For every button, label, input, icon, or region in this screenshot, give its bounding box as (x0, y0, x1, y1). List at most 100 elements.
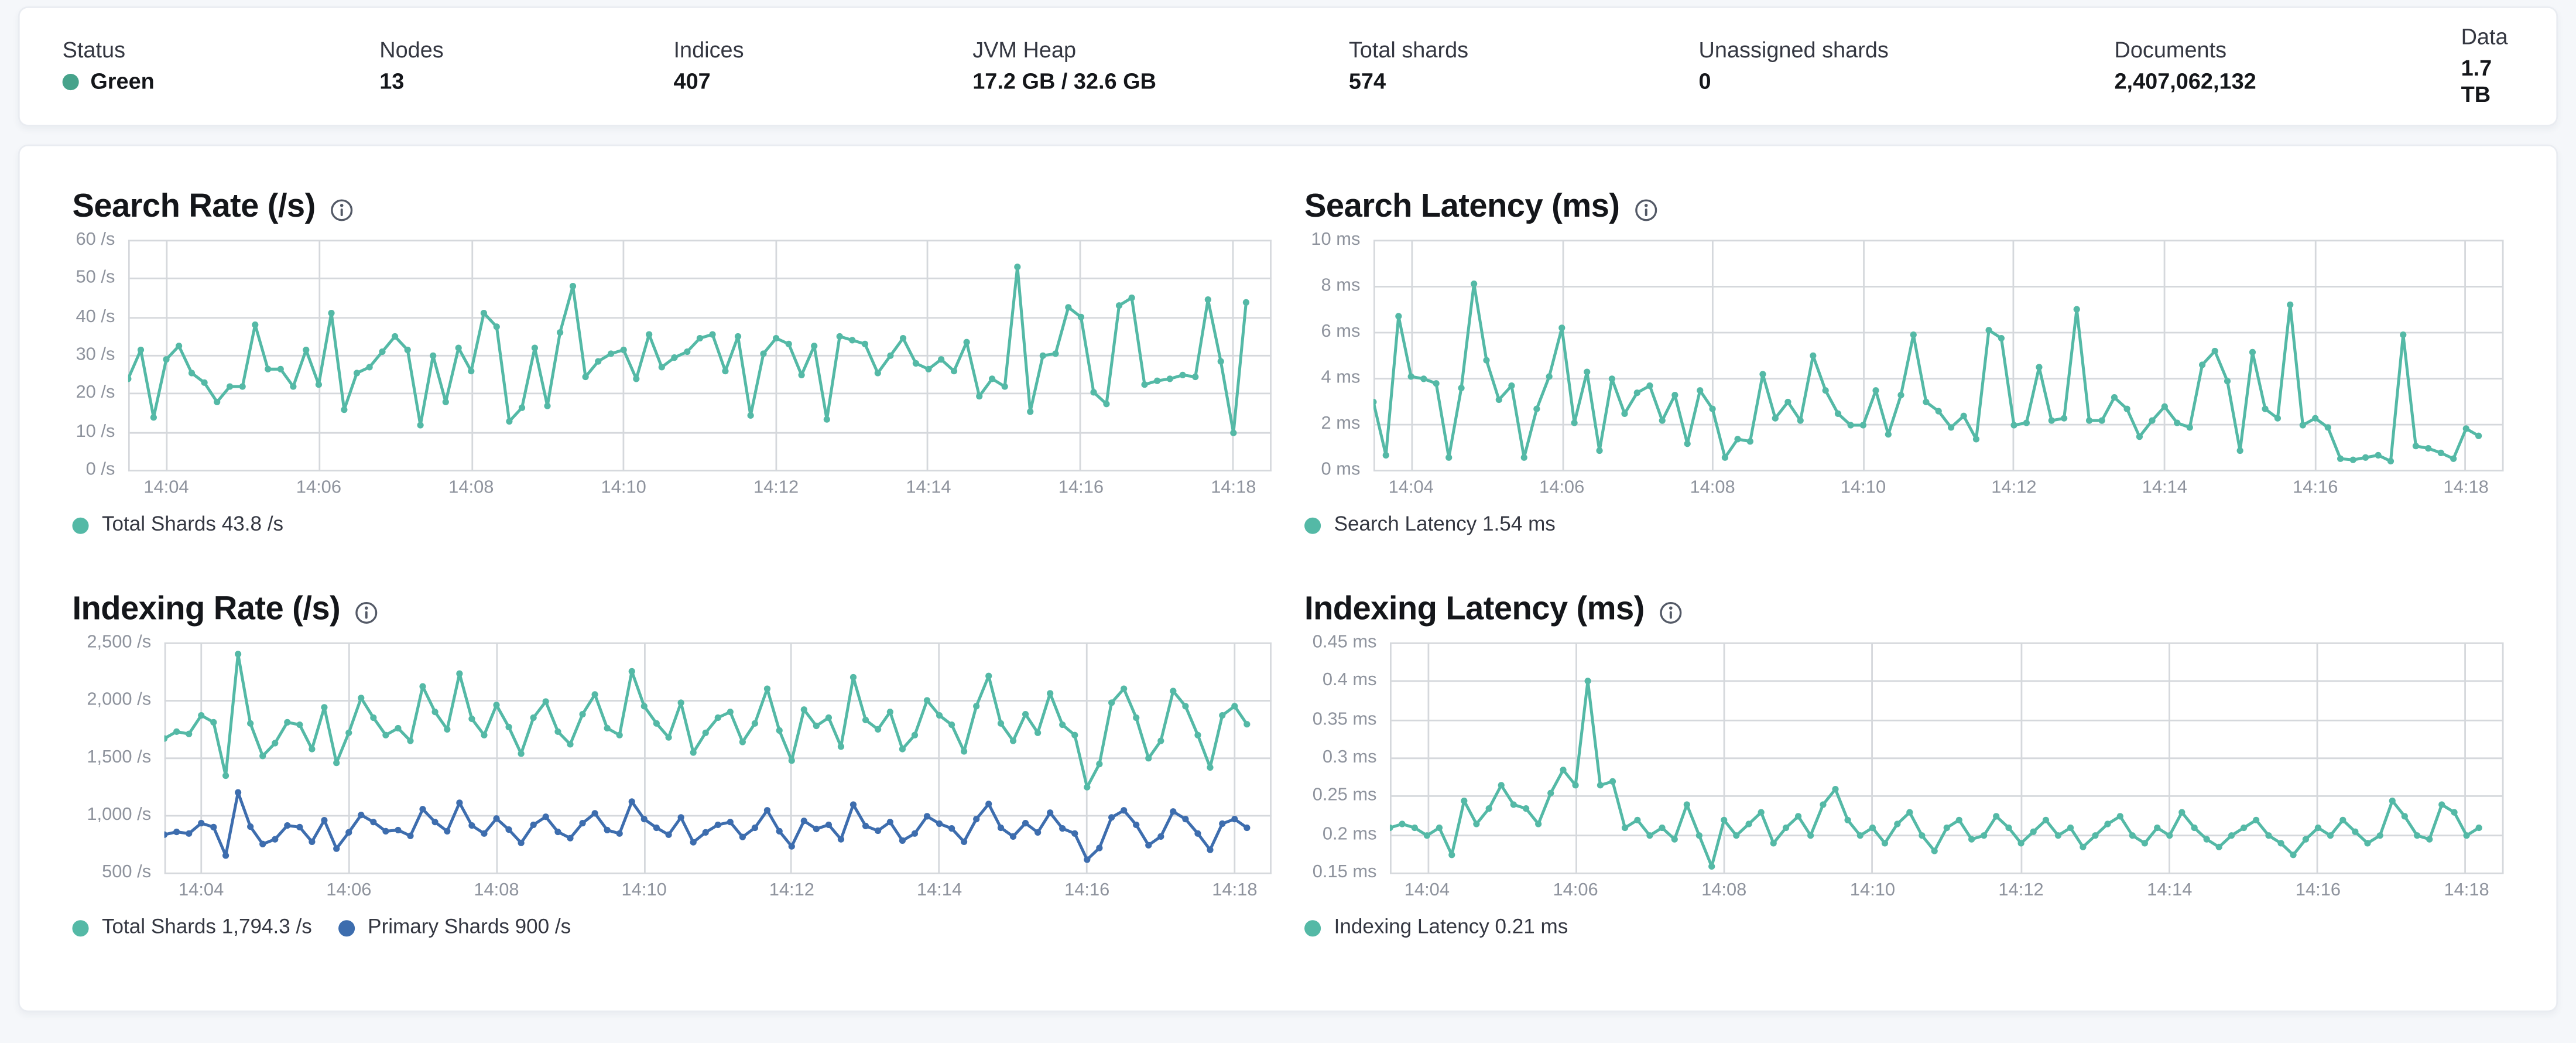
page: Status Green Nodes 13 Indices 407 JVM He… (0, 6, 2576, 1043)
stat-jvm-heap-value: 17.2 GB / 32.6 GB (972, 69, 1156, 94)
x-tick-label: 14:14 (916, 880, 962, 901)
x-tick-label: 14:18 (2444, 880, 2489, 901)
x-tick-label: 14:10 (1840, 478, 1886, 498)
stat-nodes-value: 13 (379, 69, 405, 94)
x-tick-label: 14:08 (1701, 880, 1747, 901)
stat-unassigned-shards: Unassigned shards 0 (1699, 37, 2115, 95)
x-tick-label: 14:16 (2293, 478, 2338, 498)
x-tick-label: 14:04 (143, 478, 189, 498)
y-tick-label: 2,000 /s (87, 689, 152, 709)
info-icon[interactable] (355, 600, 378, 623)
y-tick-label: 8 ms (1321, 275, 1361, 295)
search-rate-title: Search Rate (/s) (72, 189, 316, 225)
x-tick-label: 14:04 (178, 880, 224, 901)
x-tick-label: 14:04 (1404, 880, 1450, 901)
search-latency-plot-area[interactable] (1373, 240, 2504, 472)
x-tick-label: 14:04 (1388, 478, 1434, 498)
x-tick-label: 14:08 (474, 880, 519, 901)
legend-item-search-latency[interactable]: Search Latency 1.54 ms (1304, 514, 1556, 535)
legend-dot (1304, 517, 1321, 534)
y-tick-label: 0 ms (1321, 459, 1361, 479)
x-tick-label: 14:14 (906, 478, 951, 498)
stat-documents-value: 2,407,062,132 (2114, 69, 2256, 94)
x-tick-label: 14:10 (1849, 880, 1896, 901)
y-tick-label: 50 /s (76, 266, 115, 287)
y-tick-label: 10 ms (1311, 229, 1361, 249)
legend-dot (338, 919, 355, 936)
stat-total-shards-value: 574 (1348, 69, 1386, 94)
legend-label: Search Latency 1.54 ms (1334, 512, 1556, 536)
stat-total-shards-label: Total shards (1348, 37, 1469, 63)
y-axis: 2,500 /s 2,000 /s 1,500 /s 1,000 /s 500 /s (72, 632, 164, 902)
stat-status-value: Green (90, 69, 155, 94)
stat-data-label: Data (2461, 24, 2508, 49)
y-tick-label: 0.15 ms (1312, 861, 1377, 882)
y-tick-label: 0.4 ms (1322, 669, 1377, 689)
x-axis: 14:04 14:06 14:08 14:10 14:12 14:14 14:16 14:18 (165, 874, 1272, 902)
search-latency-title: Search Latency (ms) (1304, 189, 1620, 225)
y-axis: 10 ms 8 ms 6 ms 4 ms 2 ms 0 ms (1304, 229, 1373, 499)
stat-nodes: Nodes 13 (379, 37, 673, 95)
x-tick-label: 14:12 (769, 880, 814, 901)
y-tick-label: 0.25 ms (1312, 784, 1377, 805)
stat-data: Data 1.7 TB (2461, 25, 2514, 108)
search-rate-plot-area[interactable] (128, 240, 1272, 472)
x-tick-label: 14:16 (1064, 880, 1110, 901)
y-tick-label: 60 /s (76, 229, 115, 249)
search-latency-chart: Search Latency (ms) 10 ms 8 ms 6 ms 4 ms 2 m… (1304, 189, 2504, 535)
stat-indices: Indices 407 (674, 37, 973, 95)
stat-unassigned-shards-value: 0 (1698, 69, 1711, 94)
indexing-latency-plot-area[interactable] (1389, 642, 2504, 874)
x-tick-label: 14:16 (1058, 478, 1104, 498)
stat-status-label: Status (62, 37, 126, 63)
stat-indices-value: 407 (673, 69, 711, 94)
y-tick-label: 0.3 ms (1322, 747, 1377, 767)
info-icon[interactable] (1635, 198, 1657, 221)
legend: Indexing Latency 0.21 ms (1304, 916, 2503, 938)
legend-dot (72, 517, 89, 534)
y-tick-label: 4 ms (1321, 367, 1361, 387)
x-tick-label: 14:10 (601, 478, 646, 498)
cluster-overview-bar: Status Green Nodes 13 Indices 407 JVM He… (18, 6, 2558, 126)
x-tick-label: 14:12 (1991, 478, 2037, 498)
legend-dot (1304, 919, 1321, 936)
x-axis: 14:04 14:06 14:08 14:10 14:12 14:14 14:16 14:18 (1373, 471, 2504, 500)
legend-item-total-shards[interactable]: Total Shards 43.8 /s (72, 514, 283, 535)
y-tick-label: 0 /s (85, 459, 115, 479)
indexing-rate-plot-area[interactable] (164, 642, 1272, 874)
x-tick-label: 14:06 (296, 478, 342, 498)
y-tick-label: 6 ms (1321, 321, 1361, 341)
y-axis: 0.45 ms 0.4 ms 0.35 ms 0.3 ms 0.25 ms 0.2 ms 0… (1304, 632, 1390, 902)
info-icon[interactable] (330, 198, 353, 221)
metrics-panel: Search Rate (/s) 60 /s 50 /s 40 /s 30 /s 20 … (18, 144, 2558, 1013)
x-tick-label: 14:06 (1553, 880, 1598, 901)
stat-nodes-label: Nodes (379, 37, 444, 63)
x-tick-label: 14:18 (1212, 880, 1258, 901)
x-tick-label: 14:12 (753, 478, 799, 498)
x-tick-label: 14:08 (1690, 478, 1735, 498)
y-tick-label: 0.35 ms (1312, 709, 1377, 729)
legend-item-primary-shards[interactable]: Primary Shards 900 /s (338, 916, 571, 938)
y-tick-label: 0.45 ms (1312, 631, 1377, 652)
x-tick-label: 14:12 (1998, 880, 2044, 901)
stat-unassigned-shards-label: Unassigned shards (1698, 37, 1889, 63)
legend: Search Latency 1.54 ms (1304, 514, 2503, 535)
y-tick-label: 30 /s (76, 344, 115, 364)
x-tick-label: 14:18 (2443, 478, 2489, 498)
legend-item-indexing-latency[interactable]: Indexing Latency 0.21 ms (1304, 916, 1568, 938)
x-axis: 14:04 14:06 14:08 14:10 14:12 14:14 14:16 14:18 (1390, 874, 2504, 902)
y-tick-label: 10 /s (76, 421, 115, 442)
y-tick-label: 40 /s (76, 306, 115, 326)
indexing-latency-title: Indexing Latency (ms) (1304, 591, 1645, 628)
y-tick-label: 1,500 /s (87, 747, 152, 767)
stat-data-value: 1.7 TB (2461, 56, 2492, 107)
stat-documents: Documents 2,407,062,132 (2114, 37, 2461, 95)
legend-label: Total Shards 1,794.3 /s (101, 915, 312, 939)
stat-jvm-heap-label: JVM Heap (972, 37, 1077, 63)
x-tick-label: 14:06 (326, 880, 372, 901)
y-tick-label: 1,000 /s (87, 804, 152, 825)
legend: Total Shards 43.8 /s (72, 514, 1271, 535)
legend-item-total-shards[interactable]: Total Shards 1,794.3 /s (72, 915, 312, 939)
legend-dot (72, 919, 89, 936)
info-icon[interactable] (1659, 600, 1682, 623)
